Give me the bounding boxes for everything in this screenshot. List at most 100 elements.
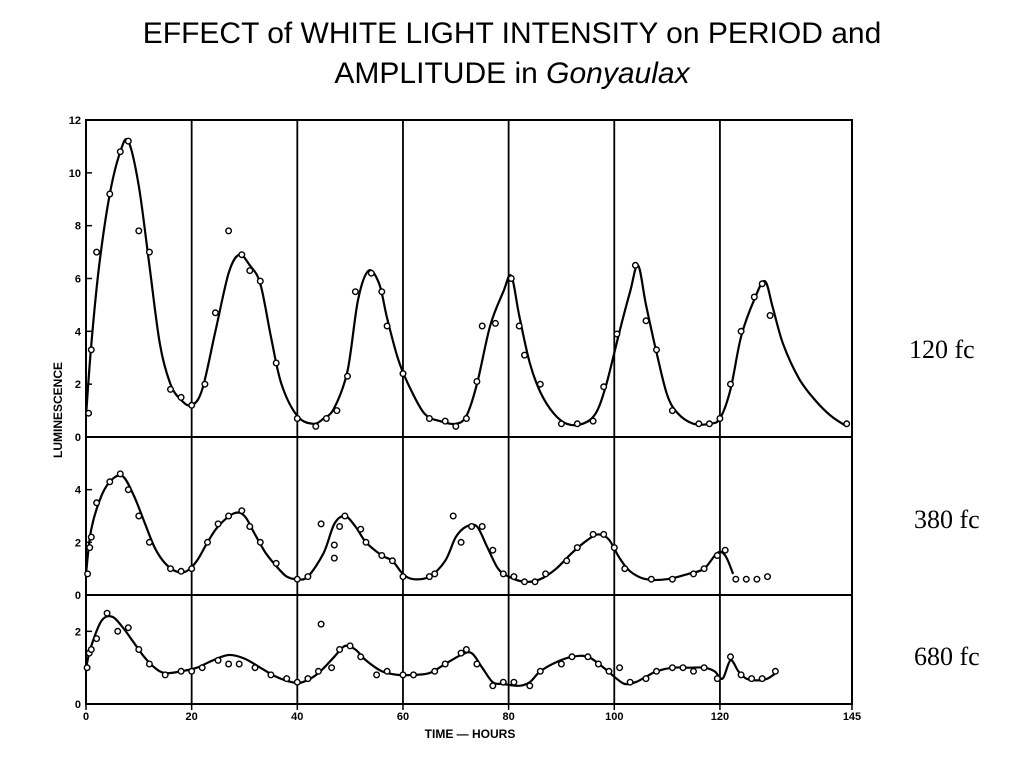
data-point-380fc-26 bbox=[357, 525, 365, 533]
data-point-120fc-17 bbox=[272, 359, 280, 367]
title-species: Gonyaulax bbox=[546, 57, 690, 90]
data-point-380fc-14 bbox=[225, 512, 233, 520]
data-point-120fc-40 bbox=[573, 420, 581, 428]
data-point-120fc-7 bbox=[145, 248, 153, 256]
data-point-120fc-49 bbox=[705, 420, 713, 428]
data-point-380fc-57 bbox=[753, 575, 761, 583]
data-point-380fc-36 bbox=[478, 523, 486, 531]
data-point-680fc-35 bbox=[473, 660, 481, 668]
data-point-680fc-14 bbox=[225, 660, 233, 668]
data-point-680fc-4 bbox=[103, 609, 111, 617]
data-point-680fc-11 bbox=[188, 667, 196, 675]
data-point-680fc-37 bbox=[499, 678, 507, 686]
data-point-680fc-18 bbox=[283, 675, 291, 683]
data-point-120fc-35 bbox=[507, 275, 515, 283]
y-tick-label-0-2: 2 bbox=[75, 379, 81, 391]
data-point-680fc-7 bbox=[135, 646, 143, 654]
data-point-680fc-2 bbox=[87, 646, 95, 654]
data-point-680fc-57 bbox=[748, 675, 756, 683]
y-tick-label-0-8: 8 bbox=[75, 221, 81, 233]
y-tick-label-0-4: 4 bbox=[75, 326, 82, 338]
curve-680fc bbox=[84, 615, 779, 687]
data-point-380fc-23 bbox=[330, 554, 338, 562]
title-line-1: EFFECT of WHITE LIGHT INTENSITY on PERIO… bbox=[142, 17, 882, 50]
data-point-680fc-25 bbox=[346, 642, 354, 650]
data-point-380fc-39 bbox=[510, 573, 518, 581]
data-point-120fc-39 bbox=[557, 420, 565, 428]
data-point-680fc-12 bbox=[198, 664, 206, 672]
data-point-380fc-43 bbox=[563, 557, 571, 565]
data-point-120fc-23 bbox=[351, 288, 359, 296]
y-axis-label: LUMINESCENCE bbox=[51, 362, 65, 458]
data-point-120fc-46 bbox=[653, 346, 661, 354]
x-tick-label-80: 80 bbox=[502, 711, 514, 723]
data-point-120fc-55 bbox=[766, 312, 774, 320]
data-point-680fc-56 bbox=[737, 671, 745, 679]
data-point-120fc-50 bbox=[716, 415, 724, 423]
data-point-680fc-13 bbox=[214, 656, 222, 664]
data-point-680fc-58 bbox=[758, 675, 766, 683]
data-point-380fc-52 bbox=[700, 565, 708, 573]
data-point-680fc-41 bbox=[557, 660, 565, 668]
data-point-120fc-47 bbox=[668, 407, 676, 415]
data-point-680fc-20 bbox=[304, 675, 312, 683]
data-point-380fc-19 bbox=[293, 575, 301, 583]
x-tick-label-120: 120 bbox=[711, 711, 729, 723]
y-tick-label-1-4: 4 bbox=[75, 485, 82, 497]
data-point-680fc-43 bbox=[584, 653, 592, 661]
y-tick-label-1-0: 0 bbox=[75, 590, 81, 602]
x-tick-label-100: 100 bbox=[605, 711, 623, 723]
data-point-120fc-32 bbox=[473, 378, 481, 386]
data-point-120fc-38 bbox=[536, 380, 544, 388]
data-point-120fc-21 bbox=[333, 407, 341, 415]
data-point-680fc-59 bbox=[771, 667, 779, 675]
data-point-680fc-50 bbox=[668, 664, 676, 672]
data-point-380fc-50 bbox=[668, 575, 676, 583]
data-point-120fc-36 bbox=[515, 322, 523, 330]
data-point-680fc-33 bbox=[457, 649, 465, 657]
data-point-380fc-45 bbox=[589, 530, 597, 538]
y-ticks: 0 2 4 6 8 10 12 0 2 4 0 2 bbox=[69, 115, 92, 711]
data-point-120fc-1 bbox=[87, 346, 95, 354]
data-point-380fc-29 bbox=[388, 557, 396, 565]
data-point-120fc-44 bbox=[631, 261, 639, 269]
data-point-120fc-37 bbox=[521, 351, 529, 359]
fitted-curves bbox=[84, 138, 848, 687]
data-point-120fc-8 bbox=[166, 385, 174, 393]
data-point-380fc-1 bbox=[86, 544, 94, 552]
data-point-120fc-3 bbox=[106, 190, 114, 198]
data-point-120fc-33 bbox=[478, 322, 486, 330]
data-point-380fc-22 bbox=[330, 541, 338, 549]
data-point-380fc-18 bbox=[272, 559, 280, 567]
data-point-680fc-22 bbox=[317, 620, 325, 628]
data-point-380fc-49 bbox=[647, 575, 655, 583]
data-point-380fc-41 bbox=[531, 578, 539, 586]
data-point-680fc-26 bbox=[357, 653, 365, 661]
data-point-380fc-34 bbox=[457, 538, 465, 546]
x-tick-label-60: 60 bbox=[397, 711, 409, 723]
data-point-380fc-30 bbox=[399, 573, 407, 581]
data-point-680fc-29 bbox=[399, 671, 407, 679]
data-point-680fc-55 bbox=[727, 653, 735, 661]
data-point-120fc-12 bbox=[211, 309, 219, 317]
curve-380fc bbox=[84, 474, 735, 584]
data-point-680fc-31 bbox=[431, 667, 439, 675]
data-point-380fc-16 bbox=[246, 523, 254, 531]
data-point-120fc-31 bbox=[462, 415, 470, 423]
data-point-120fc-25 bbox=[378, 288, 386, 296]
data-point-680fc-46 bbox=[616, 664, 624, 672]
data-point-380fc-24 bbox=[336, 523, 344, 531]
data-point-680fc-38 bbox=[510, 678, 518, 686]
data-point-680fc-23 bbox=[328, 664, 336, 672]
x-tick-label-40: 40 bbox=[291, 711, 303, 723]
data-point-380fc-5 bbox=[116, 470, 124, 478]
x-ticks: 0 20 40 60 80 100 120 145 bbox=[83, 704, 861, 723]
data-point-380fc-35 bbox=[468, 523, 476, 531]
data-point-120fc-13 bbox=[225, 227, 233, 235]
data-point-120fc-30 bbox=[452, 422, 460, 430]
data-point-380fc-10 bbox=[177, 567, 185, 575]
data-point-120fc-10 bbox=[188, 401, 196, 409]
data-point-120fc-52 bbox=[737, 327, 745, 335]
data-point-680fc-42 bbox=[568, 653, 576, 661]
y-tick-label-2-2: 2 bbox=[75, 626, 81, 638]
